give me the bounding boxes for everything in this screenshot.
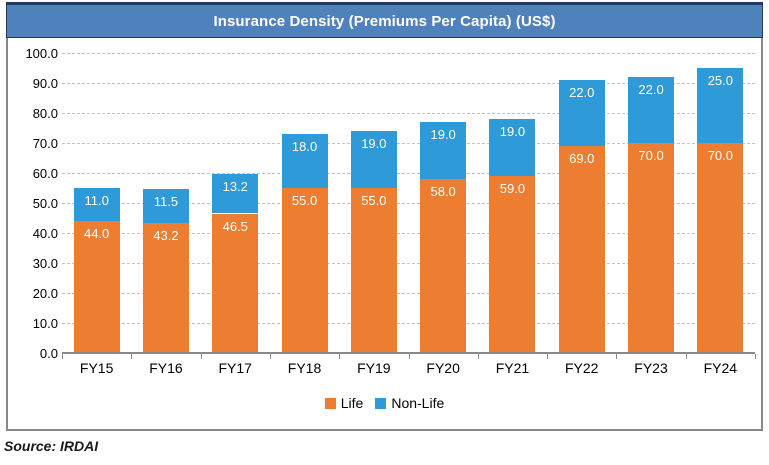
y-gridline bbox=[62, 143, 755, 144]
y-axis-tick-label: 60.0 bbox=[32, 165, 58, 181]
bar-value-label: 46.5 bbox=[222, 218, 248, 234]
source-note: Source: IRDAI bbox=[4, 438, 99, 454]
y-gridline bbox=[62, 203, 755, 204]
bar-value-label: 69.0 bbox=[569, 151, 595, 166]
bar-value-label: 70.0 bbox=[707, 148, 733, 163]
bar-value-label: 19.0 bbox=[361, 136, 387, 151]
bar-segment-life: 44.0 bbox=[73, 221, 120, 353]
bar-segment-life: 70.0 bbox=[697, 143, 744, 353]
bar-value-label: 44.0 bbox=[83, 226, 110, 241]
y-axis-tick-label: 50.0 bbox=[32, 195, 58, 211]
x-axis-tick bbox=[131, 354, 133, 359]
y-axis-tick-label: 90.0 bbox=[32, 75, 58, 91]
y-axis-tick-label: 10.0 bbox=[32, 315, 58, 331]
bar-value-label: 18.0 bbox=[291, 139, 318, 154]
legend-label: Non-Life bbox=[391, 395, 445, 411]
y-axis-tick-label: 40.0 bbox=[32, 225, 58, 241]
legend-item-nonlife: Non-Life bbox=[375, 395, 444, 411]
x-axis-tick bbox=[269, 354, 271, 359]
bar-value-label: 55.0 bbox=[361, 193, 387, 208]
bar-value-label: 11.5 bbox=[153, 193, 179, 209]
legend-item-life: Life bbox=[324, 395, 364, 411]
bar-segment-nonlife: 25.0 bbox=[697, 68, 744, 143]
bar-segment-life: 43.2 bbox=[142, 223, 189, 353]
x-axis-tick-label: FY24 bbox=[703, 360, 738, 376]
y-gridline bbox=[62, 113, 755, 114]
bar-value-label: 11.0 bbox=[84, 193, 109, 208]
bar-segment-life: 69.0 bbox=[558, 146, 605, 353]
y-axis-tick-label: 20.0 bbox=[32, 285, 58, 301]
x-axis-tick-label: FY20 bbox=[426, 360, 460, 376]
legend-swatch-icon bbox=[375, 397, 387, 409]
bar-value-label: 22.0 bbox=[569, 85, 595, 100]
x-axis-tick-label: FY18 bbox=[287, 360, 322, 376]
bar-segment-life: 70.0 bbox=[628, 143, 675, 353]
x-axis-tick bbox=[200, 354, 202, 359]
x-axis-tick-label: FY22 bbox=[565, 360, 599, 376]
bar-segment-nonlife: 19.0 bbox=[350, 131, 397, 188]
legend-swatch-icon bbox=[324, 397, 336, 409]
bar-value-label: 59.0 bbox=[499, 181, 526, 196]
x-axis-tick bbox=[477, 354, 479, 359]
legend: Life Non-Life bbox=[8, 395, 761, 411]
x-axis-tick bbox=[62, 354, 63, 359]
bar-value-label: 25.0 bbox=[707, 73, 733, 88]
legend-label: Life bbox=[340, 395, 364, 411]
bar-segment-nonlife: 13.2 bbox=[212, 173, 259, 214]
bar-segment-nonlife: 22.0 bbox=[558, 80, 605, 146]
bar-value-label: 13.2 bbox=[222, 178, 248, 194]
bar-value-label: 70.0 bbox=[638, 148, 664, 163]
x-axis-tick bbox=[339, 354, 341, 359]
bar-segment-nonlife: 11.5 bbox=[142, 188, 189, 224]
x-axis-tick-label: FY19 bbox=[357, 360, 391, 376]
y-gridline bbox=[62, 293, 755, 294]
y-gridline bbox=[62, 83, 755, 84]
bar-segment-nonlife: 19.0 bbox=[420, 122, 467, 179]
x-axis-tick-label: FY21 bbox=[495, 360, 530, 376]
bar-segment-life: 55.0 bbox=[350, 188, 397, 353]
y-axis-tick-label: 0.0 bbox=[39, 345, 58, 361]
x-axis-tick bbox=[755, 354, 756, 359]
x-axis-tick bbox=[547, 354, 549, 359]
bar-segment-life: 46.5 bbox=[212, 213, 259, 353]
x-axis-tick bbox=[408, 354, 410, 359]
bar-value-label: 55.0 bbox=[291, 193, 318, 208]
y-gridline bbox=[62, 173, 755, 174]
x-axis-tick bbox=[685, 354, 687, 359]
bar-value-label: 22.0 bbox=[638, 82, 664, 97]
bar-value-label: 43.2 bbox=[153, 228, 179, 244]
x-axis-tick-label: FY17 bbox=[218, 360, 252, 376]
y-gridline bbox=[62, 233, 755, 234]
bar-segment-life: 58.0 bbox=[420, 179, 467, 353]
chart-title-bar: Insurance Density (Premiums Per Capita) … bbox=[6, 2, 763, 38]
y-axis-tick-label: 80.0 bbox=[32, 105, 58, 121]
bar-value-label: 19.0 bbox=[430, 127, 456, 142]
bar-segment-nonlife: 18.0 bbox=[281, 134, 328, 188]
chart-title: Insurance Density (Premiums Per Capita) … bbox=[213, 12, 556, 30]
y-gridline bbox=[62, 323, 755, 324]
y-axis-tick-label: 100.0 bbox=[25, 45, 58, 61]
y-axis-tick-label: 30.0 bbox=[32, 255, 58, 271]
y-axis-tick-label: 70.0 bbox=[32, 135, 58, 151]
bar-segment-life: 55.0 bbox=[281, 188, 328, 353]
bar-segment-nonlife: 22.0 bbox=[628, 77, 675, 143]
bar-value-label: 19.0 bbox=[499, 124, 526, 139]
bar-segment-nonlife: 19.0 bbox=[489, 119, 536, 176]
x-axis-tick bbox=[616, 354, 618, 359]
x-axis-line bbox=[62, 352, 755, 354]
bar-segment-life: 59.0 bbox=[489, 176, 536, 353]
x-axis-tick-label: FY16 bbox=[149, 360, 183, 376]
bar-value-label: 58.0 bbox=[430, 184, 456, 199]
y-gridline bbox=[62, 53, 755, 54]
bar-segment-nonlife: 11.0 bbox=[73, 188, 120, 221]
x-axis-tick-label: FY23 bbox=[634, 360, 668, 376]
chart-area: 0.0 10.0 20.0 30.0 40.0 50.0 60.0 70.0 80.0 90.0 1… bbox=[6, 38, 763, 431]
insurance-density-figure: Insurance Density (Premiums Per Capita) … bbox=[4, 2, 763, 454]
x-axis-tick-label: FY15 bbox=[79, 360, 114, 376]
y-gridline bbox=[62, 263, 755, 264]
